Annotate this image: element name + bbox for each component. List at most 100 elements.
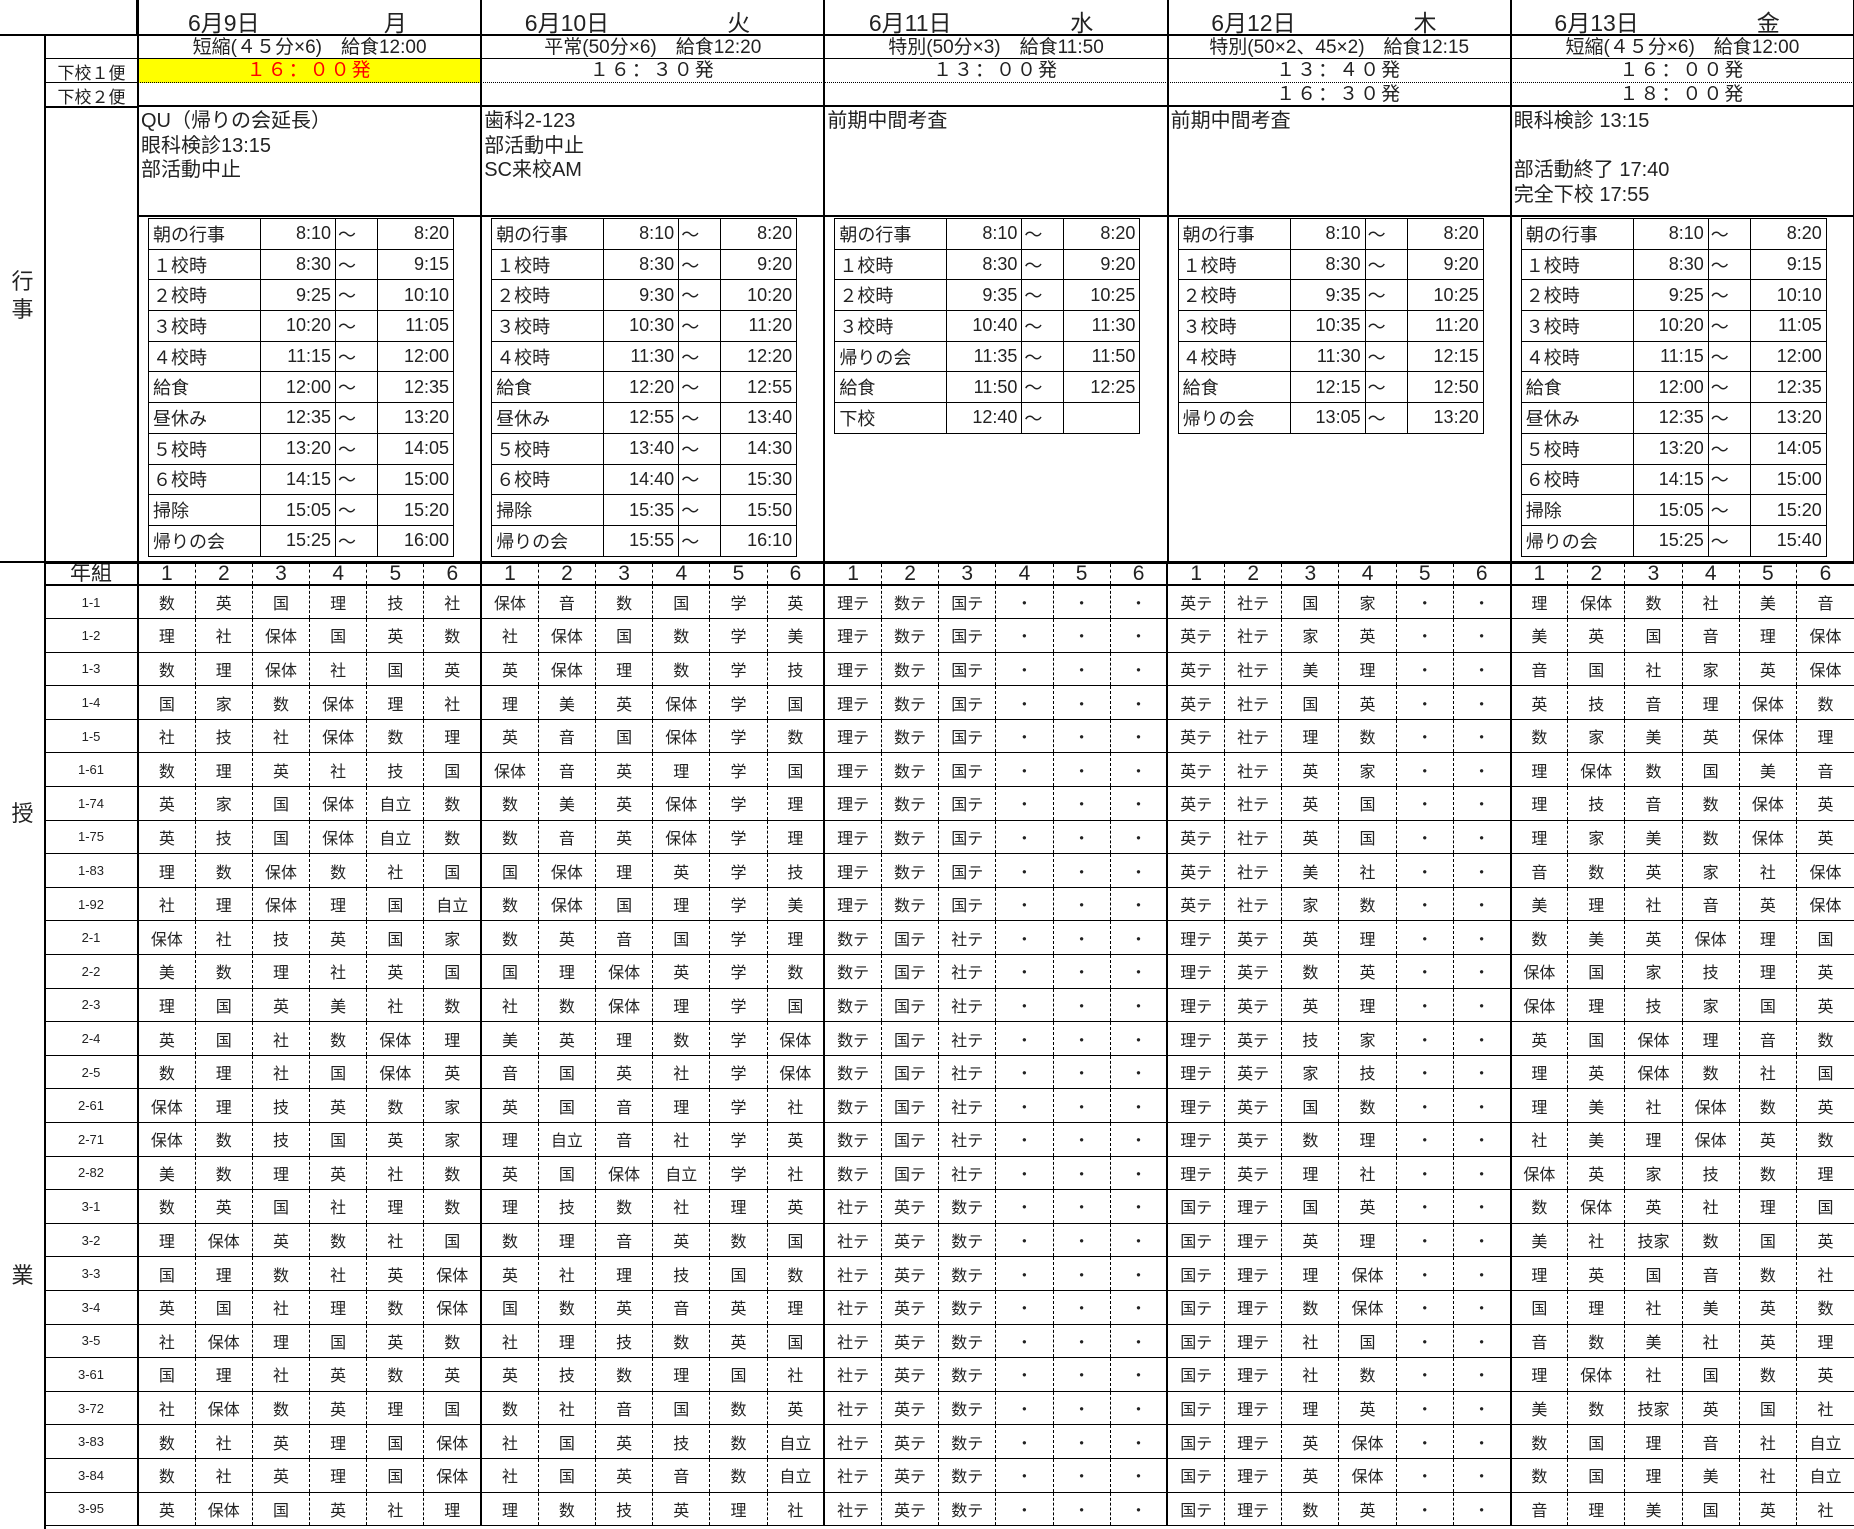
subject-cell: 技 bbox=[251, 1122, 310, 1157]
subject-cell: 家 bbox=[1567, 819, 1625, 855]
subject-cell: 英テ bbox=[1224, 1122, 1282, 1157]
subject-cell: 音 bbox=[1681, 618, 1740, 653]
subject-cell: 英 bbox=[366, 1323, 424, 1359]
subject-cell: ・ bbox=[1395, 987, 1454, 1023]
note-line: 眼科検診 13:15 bbox=[1513, 110, 1650, 132]
subject-cell: 国 bbox=[595, 886, 653, 922]
subject-cell: 理 bbox=[652, 1088, 710, 1123]
end-time: 10:25 bbox=[1406, 279, 1484, 312]
subject-cell: 国 bbox=[366, 920, 424, 956]
schedule-row: ２校時 9:25 ～ 10:10 bbox=[1520, 279, 1827, 312]
table-row: 2-5 数理社国保体英音国英社学保体 数テ 国テ 社テ・・・理テ 英テ家技・・理英保体数社… bbox=[45, 1054, 1854, 1090]
subject-cell: 国テ bbox=[938, 752, 996, 788]
subject-cell: 社 bbox=[1681, 1189, 1740, 1224]
subject-cell: 学 bbox=[709, 920, 768, 956]
subject-cell: 理 bbox=[537, 1323, 596, 1359]
subject-cell: 英 bbox=[1795, 1357, 1854, 1392]
subject-cell: 国 bbox=[766, 685, 825, 720]
subject-cell: 英テ bbox=[1166, 718, 1225, 754]
period-header: 4 bbox=[1681, 562, 1740, 586]
subject-cell: 理 bbox=[1281, 718, 1339, 754]
start-time: 12:35 bbox=[260, 402, 336, 434]
subject-cell: ・ bbox=[1052, 718, 1111, 754]
start-time: 15:25 bbox=[260, 524, 336, 557]
subject-cell: 国 bbox=[366, 886, 424, 922]
subject-cell: 保体 bbox=[309, 786, 367, 821]
subject-cell: 国 bbox=[480, 1289, 539, 1325]
subject-cell: 数 bbox=[652, 1323, 710, 1359]
subject-cell: ・ bbox=[1395, 954, 1454, 989]
end-time: 11:05 bbox=[1749, 310, 1827, 342]
subject-cell: 理 bbox=[1795, 1155, 1854, 1191]
subject-cell: ・ bbox=[1109, 1155, 1168, 1191]
subject-cell: ・ bbox=[1109, 954, 1168, 989]
subject-cell: 数 bbox=[709, 1222, 768, 1258]
end-time: 11:20 bbox=[720, 310, 798, 342]
subject-cell: ・ bbox=[1109, 1021, 1168, 1056]
start-time: 12:20 bbox=[603, 371, 680, 404]
subject-cell: 社 bbox=[251, 1289, 310, 1325]
subject-cell: ・ bbox=[1052, 1054, 1111, 1090]
subject-cell: 美 bbox=[1681, 1289, 1740, 1325]
subject-cell: 国 bbox=[309, 1122, 367, 1157]
subject-cell: 国 bbox=[1681, 1491, 1740, 1527]
subject-cell: 国 bbox=[366, 651, 424, 687]
subject-cell: 保体 bbox=[1795, 618, 1854, 653]
subject-cell: 社 bbox=[251, 1054, 310, 1090]
subject-cell: 社 bbox=[1681, 1323, 1740, 1359]
start-time: 8:10 bbox=[946, 218, 1023, 250]
subject-cell: ・ bbox=[1109, 886, 1168, 922]
subject-cell: 国 bbox=[1509, 1289, 1568, 1325]
subject-cell: 数テ bbox=[880, 752, 939, 788]
start-time: 12:00 bbox=[1632, 371, 1709, 404]
schedule-item: ６校時 bbox=[491, 463, 605, 496]
schedule-row: ４校時 11:15 ～ 12:00 bbox=[1520, 340, 1827, 373]
day-notes: 眼科検診 13:15 部活動終了 17:40 完全下校 17:55 bbox=[1511, 109, 1854, 215]
subject-cell: 英 bbox=[194, 584, 253, 620]
note-line: 完全下校 17:55 bbox=[1513, 183, 1650, 206]
subject-cell: 社 bbox=[366, 1155, 424, 1191]
schedule-row: 給食 12:20 ～ 12:55 bbox=[491, 371, 798, 404]
subject-cell: 英 bbox=[194, 1189, 253, 1224]
subject-cell: 国 bbox=[595, 718, 653, 754]
day-notes: 歯科2-123 部活動中止 SC来校AM bbox=[481, 109, 824, 215]
subject-cell: 音 bbox=[595, 1122, 653, 1157]
table-row: 1-1 数英国理技社保体音数国学英理テ 数テ 国テ・・・英テ 社テ国家・・理保体数社美音 bbox=[45, 584, 1854, 620]
subject-cell: 国 bbox=[1338, 1323, 1397, 1359]
subject-cell: ・ bbox=[1452, 819, 1511, 855]
period-header: 3 bbox=[595, 562, 653, 586]
subject-cell: 社テ bbox=[1224, 718, 1282, 754]
subject-cell: 理 bbox=[766, 1289, 825, 1325]
range-separator: ～ bbox=[1707, 494, 1751, 526]
subject-cell: ・ bbox=[995, 1424, 1054, 1459]
subject-cell: 国 bbox=[423, 853, 482, 888]
subject-cell: 英 bbox=[1738, 1122, 1797, 1157]
subject-cell: 国 bbox=[1281, 1088, 1339, 1123]
subject-cell: 社テ bbox=[823, 1457, 882, 1493]
subject-cell: 英テ bbox=[880, 1289, 939, 1325]
day-weekday: 金 bbox=[1756, 10, 1780, 36]
subject-cell: 英 bbox=[1338, 1189, 1397, 1224]
subject-cell: ・ bbox=[1052, 651, 1111, 687]
subject-cell: ・ bbox=[1452, 1122, 1511, 1157]
range-separator: ～ bbox=[1021, 371, 1065, 404]
subject-cell: 美 bbox=[1738, 584, 1797, 620]
day-date: 6月9日 bbox=[188, 10, 260, 36]
subject-cell: ・ bbox=[1052, 954, 1111, 989]
subject-cell: 国 bbox=[766, 1222, 825, 1258]
day-date: 6月12日 bbox=[1211, 10, 1296, 36]
subject-cell: 保体 bbox=[1795, 853, 1854, 888]
start-time: 10:20 bbox=[1632, 310, 1709, 342]
subject-cell: 数テ bbox=[880, 886, 939, 922]
subject-cell: 数テ bbox=[880, 685, 939, 720]
subject-cell: 国テ bbox=[880, 1122, 939, 1157]
subject-cell: 英 bbox=[537, 920, 596, 956]
range-separator: ～ bbox=[1021, 310, 1065, 342]
subject-cell: ・ bbox=[995, 987, 1054, 1023]
subject-cell: 英 bbox=[480, 1088, 539, 1123]
subject-cell: 技 bbox=[595, 1491, 653, 1527]
subject-cell: 英 bbox=[709, 1289, 768, 1325]
subject-cell: 美 bbox=[1624, 819, 1683, 855]
schedule-item: 昼休み bbox=[491, 402, 605, 434]
